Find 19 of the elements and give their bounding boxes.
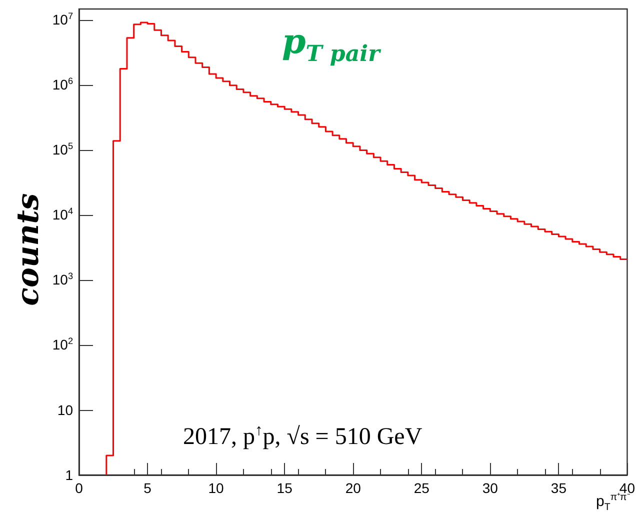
x-tick-label: 25	[414, 480, 430, 496]
x-tick-label: 15	[276, 480, 293, 496]
y-tick-label: 10$^{7}$	[52, 10, 73, 28]
y-axis-title: counts	[10, 193, 46, 306]
y-tick-label: 10$^{3}$	[52, 270, 73, 288]
y-tick-label: 10$^{2}$	[52, 335, 73, 353]
y-tick-label: 1	[65, 467, 73, 483]
x-tick-label: 20	[345, 480, 362, 496]
y-tick-label: 10$^{4}$	[52, 205, 73, 223]
y-tick-label: 10$^{5}$	[52, 140, 73, 158]
x-tick-label: 30	[482, 480, 498, 496]
text: p$_{T pair}$	[282, 22, 380, 67]
annotation: 2017, p$^{↑}$p, √s = 510 GeV	[183, 422, 422, 451]
y-tick-label: 10	[57, 402, 73, 418]
x-tick-label: 35	[550, 480, 567, 496]
x-tick-label: 0	[75, 480, 84, 496]
y-tick-label: 10$^{6}$	[52, 75, 73, 94]
x-tick-label: 10	[208, 480, 224, 496]
x-tick-label: 5	[144, 480, 152, 496]
